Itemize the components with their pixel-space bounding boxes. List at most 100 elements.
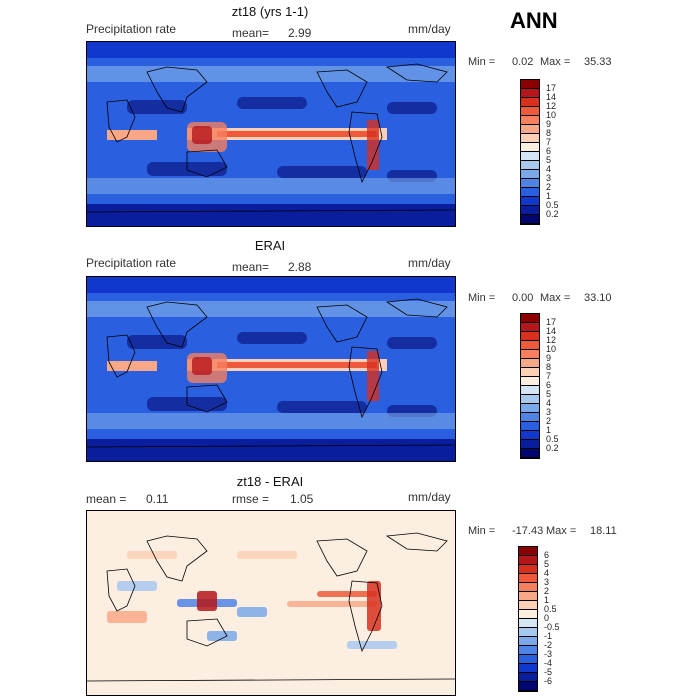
colorbar-tick-label: -3	[544, 649, 553, 659]
map-coastline	[87, 444, 455, 448]
colorbar-tick-label: 3	[546, 173, 552, 183]
map-coastline	[146, 535, 208, 582]
colorbar-tick-label: 2	[546, 182, 552, 192]
colorbar-segment	[521, 359, 539, 368]
colorbar-tick-label: 8	[546, 362, 552, 372]
colorbar-tick-label: 0	[544, 613, 550, 623]
map-coastline	[186, 618, 228, 647]
colorbar-segment	[519, 619, 537, 628]
colorbar-tick-label: 0.5	[546, 200, 559, 210]
panel-3-map	[86, 510, 456, 696]
map-dry-zone	[237, 97, 307, 109]
panel-1-mean-label: mean=	[232, 26, 270, 40]
map-maritime-continent	[192, 357, 212, 375]
colorbar-segment	[521, 179, 539, 188]
map-coastline	[316, 304, 368, 343]
colorbar-tick-label: 17	[546, 83, 557, 93]
colorbar-segment	[519, 637, 537, 646]
panel-2-units: mm/day	[408, 256, 451, 270]
colorbar-segment	[519, 655, 537, 664]
colorbar-segment	[521, 89, 539, 98]
panel-1-colorbar	[520, 79, 540, 225]
colorbar-tick-label: 0.2	[546, 209, 559, 219]
colorbar-segment	[519, 610, 537, 619]
panel-2-title: ERAI	[254, 238, 286, 253]
colorbar-tick-label: 14	[546, 326, 557, 336]
colorbar-tick-label: 0.5	[544, 604, 557, 614]
colorbar-tick-label: 7	[546, 137, 552, 147]
panel-3-rmse-value: 1.05	[290, 492, 314, 506]
map-storm-track-south	[87, 178, 455, 194]
colorbar-tick-label: -2	[544, 640, 553, 650]
colorbar-segment	[521, 107, 539, 116]
map-anomaly-patch	[107, 611, 147, 623]
colorbar-tick-label: 0.5	[546, 434, 559, 444]
colorbar-segment	[521, 188, 539, 197]
map-dry-zone	[237, 332, 307, 344]
colorbar-segment	[521, 341, 539, 350]
colorbar-tick-label: 10	[546, 344, 557, 354]
map-coastline	[186, 384, 228, 413]
colorbar-tick-label: -1	[544, 631, 553, 641]
panel-1-mean-value: 2.99	[288, 26, 312, 40]
colorbar-tick-label: 2	[544, 586, 550, 596]
map-itcz-core	[217, 131, 377, 137]
colorbar-segment	[521, 368, 539, 377]
panel-1-units: mm/day	[408, 22, 451, 36]
map-coastline	[348, 346, 383, 419]
panel-1-max-label: Max =	[540, 56, 571, 68]
panel-2-max-label: Max =	[540, 292, 571, 304]
colorbar-segment	[519, 673, 537, 682]
map-coastline	[106, 568, 136, 612]
colorbar-segment	[519, 583, 537, 592]
colorbar-segment	[521, 134, 539, 143]
colorbar-segment	[519, 628, 537, 637]
map-dry-zone	[387, 337, 437, 349]
panel-3-min-value: -17.43	[512, 525, 544, 537]
map-anomaly-patch	[347, 641, 397, 649]
colorbar-segment	[521, 206, 539, 215]
panel-3-min-label: Min =	[468, 525, 496, 537]
colorbar-segment	[521, 170, 539, 179]
colorbar-tick-label: 3	[544, 577, 550, 587]
map-indian-ocean-band	[107, 361, 157, 371]
map-itcz-core	[217, 362, 377, 368]
colorbar-segment	[521, 314, 539, 323]
colorbar-tick-label: 5	[544, 559, 550, 569]
colorbar-segment	[519, 646, 537, 655]
colorbar-segment	[521, 152, 539, 161]
colorbar-tick-label: 1	[544, 595, 550, 605]
colorbar-segment	[521, 413, 539, 422]
colorbar-segment	[521, 440, 539, 449]
map-anomaly-patch	[117, 581, 157, 591]
panel-3-colorbar-ticks: 6 5 4 3 2 1 0.5 0 -0.5 -1 -2 -3 -4 -5 -6	[544, 546, 584, 692]
colorbar-tick-label: -6	[544, 676, 553, 686]
map-indian-ocean-band	[107, 130, 157, 140]
panel-1-variable-label: Precipitation rate	[86, 22, 177, 36]
map-anomaly-patch	[237, 551, 297, 559]
colorbar-tick-label: 1	[546, 425, 552, 435]
panel-1-min-label: Min =	[468, 56, 496, 68]
colorbar-segment	[521, 350, 539, 359]
map-storm-track-north	[87, 301, 455, 317]
colorbar-tick-label: 0.2	[546, 443, 559, 453]
colorbar-segment	[521, 197, 539, 206]
map-coastline	[385, 63, 448, 83]
colorbar-tick-label: 12	[546, 101, 557, 111]
map-anomaly-patch	[207, 631, 237, 641]
colorbar-tick-label: 7	[546, 371, 552, 381]
map-antarctic-band	[87, 204, 455, 226]
colorbar-segment	[521, 125, 539, 134]
map-anomaly-patch	[197, 591, 217, 611]
colorbar-tick-label: 6	[546, 146, 552, 156]
panel-2-variable-label: Precipitation rate	[86, 256, 177, 270]
map-coastline	[106, 334, 136, 378]
map-coastline	[106, 99, 136, 143]
colorbar-segment	[521, 161, 539, 170]
map-storm-track-north	[87, 66, 455, 82]
colorbar-tick-label: 5	[546, 389, 552, 399]
map-background	[87, 511, 455, 695]
panel-1-min-value: 0.02	[512, 56, 534, 68]
map-arctic-band	[87, 42, 455, 58]
colorbar-tick-label: 4	[544, 568, 550, 578]
